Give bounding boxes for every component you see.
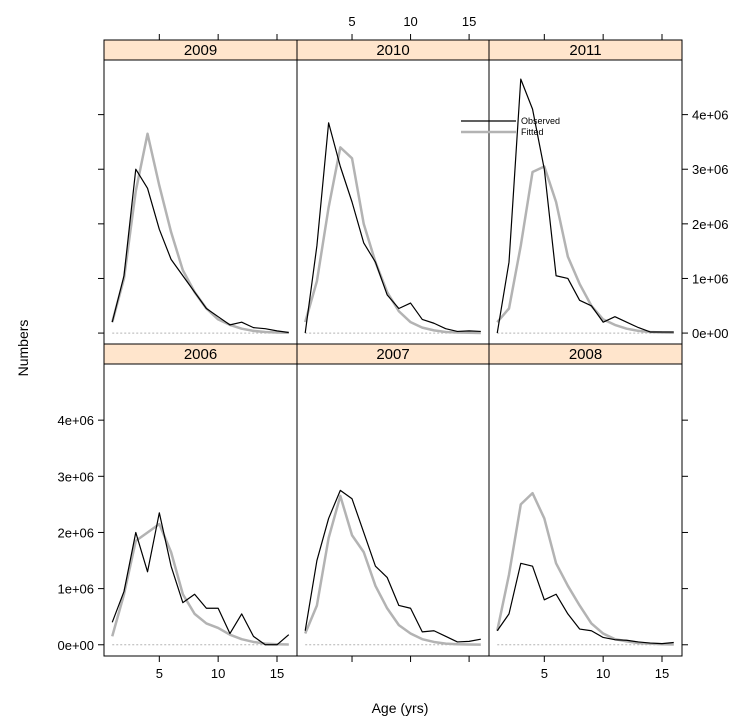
panel-2006: 2006 5 10 15 0e+00 1e+06 2e+06 3e+06 4e+06 — [57, 343, 298, 681]
y-axis-label: Numbers — [15, 319, 31, 377]
y-tick-label: 4e+06 — [692, 108, 729, 123]
fitted-line-2008 — [496, 491, 674, 646]
y-tick-label: 0e+00 — [57, 638, 94, 653]
x-tick-label: 5 — [348, 14, 355, 29]
panel-2007: 2007 — [296, 343, 490, 662]
y-tick-label: 4e+06 — [57, 413, 94, 428]
y-axis-title: Numbers — [8, 290, 38, 410]
strip-label-2007: 2007 — [376, 346, 409, 363]
y-tick-label: 3e+06 — [57, 469, 94, 484]
panel-2009: 2009 — [98, 34, 298, 345]
x-axis-title: Age (yrs) — [371, 700, 429, 716]
observed-line-2010 — [304, 122, 481, 334]
fitted-line-2011 — [496, 165, 674, 335]
observed-line-2007 — [304, 489, 481, 643]
fitted-line-2010 — [303, 146, 481, 335]
legend-label-observed: Observed — [521, 116, 560, 126]
panel-border-2011 — [488, 59, 683, 345]
x-tick-label: 15 — [655, 666, 669, 681]
x-tick-label: 15 — [462, 14, 476, 29]
x-tick-label: 10 — [596, 666, 610, 681]
strip-label-2006: 2006 — [184, 346, 217, 363]
x-tick-label: 15 — [270, 666, 284, 681]
panel-2008: 2008 5 10 15 — [488, 343, 688, 681]
observed-line-2009 — [111, 168, 289, 334]
observed-line-2006 — [111, 512, 290, 646]
observed-line-2011 — [496, 78, 674, 334]
x-tick-label: 10 — [403, 14, 417, 29]
fitted-line-2006 — [111, 522, 289, 646]
strip-label-2008: 2008 — [569, 346, 602, 363]
y-tick-label: 3e+06 — [692, 162, 729, 177]
x-tick-label: 5 — [156, 666, 163, 681]
panel-border-2007 — [296, 363, 490, 657]
x-tick-label: 10 — [211, 666, 225, 681]
strip-label-2011: 2011 — [569, 42, 601, 59]
y-tick-label: 0e+00 — [692, 326, 729, 341]
strip-label-2009: 2009 — [184, 42, 217, 59]
observed-line-2008 — [496, 562, 674, 645]
panel-border-2006 — [103, 363, 298, 657]
strip-label-2010: 2010 — [376, 42, 409, 59]
fitted-line-2009 — [111, 132, 289, 335]
y-tick-label: 2e+06 — [57, 525, 94, 540]
panel-2010: 2010 5 10 15 — [296, 14, 490, 345]
panel-border-2008 — [488, 363, 683, 657]
legend-label-fitted: Fitted — [521, 127, 544, 137]
panel-2011: 2011 0e+00 1e+06 2e+06 3e+06 4e+06 — [488, 34, 729, 345]
x-tick-label: 5 — [541, 666, 548, 681]
fitted-line-2007 — [304, 494, 481, 646]
y-tick-label: 2e+06 — [692, 217, 729, 232]
y-tick-label: 1e+06 — [692, 271, 729, 286]
y-tick-label: 1e+06 — [57, 582, 94, 597]
